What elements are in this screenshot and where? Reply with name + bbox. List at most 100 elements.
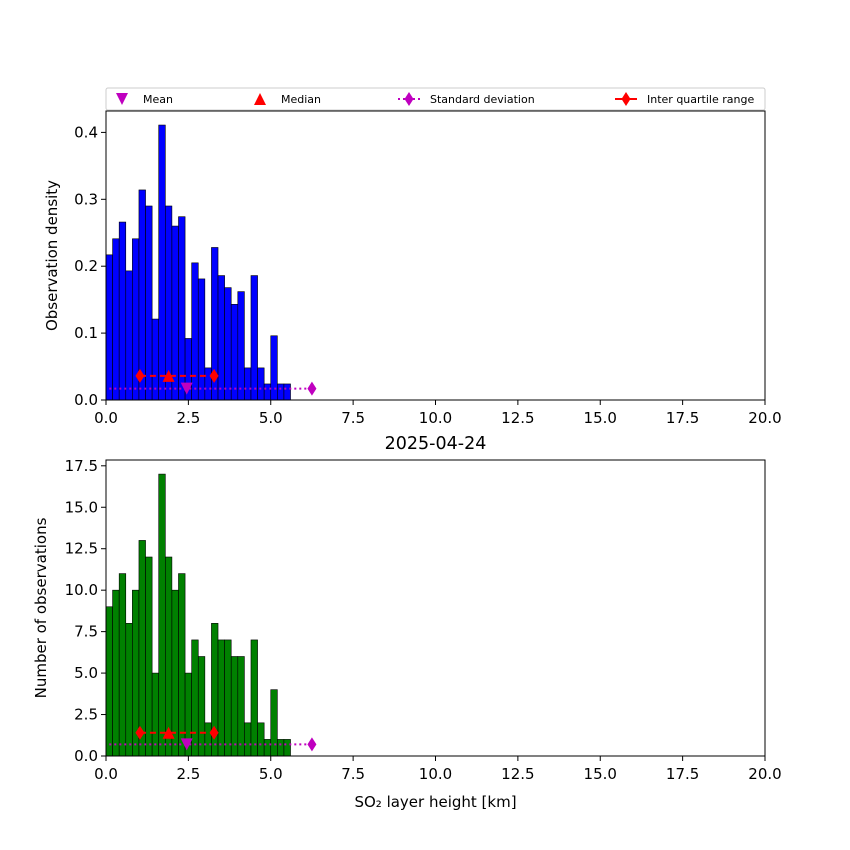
histogram-bar <box>270 335 278 401</box>
histogram-bar <box>204 367 212 401</box>
y-tick-label: 7.5 <box>74 623 98 641</box>
legend-std-label: Standard deviation <box>430 93 535 106</box>
y-axis-label: Observation density <box>43 180 61 331</box>
histogram-bar <box>224 639 232 757</box>
legend-median-icon <box>254 93 266 105</box>
histogram-bar <box>257 722 265 757</box>
x-tick-label: 17.5 <box>666 765 699 783</box>
histogram-bar <box>283 739 291 757</box>
histogram-bar <box>250 275 258 401</box>
y-tick-label: 15.0 <box>65 498 98 516</box>
legend-std-icon <box>404 92 414 106</box>
chart-title: 2025-04-24 <box>385 434 487 454</box>
chart-panel-2: 0.0 2.5 5.0 7.5 10.0 12.5 15.0 17.5 20.0 0.0 2.5 5.… <box>32 434 782 811</box>
histogram-bar <box>178 573 186 757</box>
histogram-bar <box>224 287 232 401</box>
histogram-bar <box>230 304 239 401</box>
histogram-bar <box>105 254 113 401</box>
histogram-bar <box>125 623 133 757</box>
histogram-bar <box>250 639 258 757</box>
histogram-bar <box>270 689 278 757</box>
histogram-bar <box>118 221 127 401</box>
histogram-bar <box>138 189 146 401</box>
std-marker <box>307 381 317 396</box>
x-tick-label: 12.5 <box>501 765 534 783</box>
x-tick-label: 5.0 <box>259 409 283 427</box>
y-tick-label: 17.5 <box>65 457 98 475</box>
histogram-bar <box>237 656 245 757</box>
y-tick-label: 0.1 <box>74 324 98 342</box>
histogram-bar <box>105 606 113 757</box>
median-marker <box>162 369 175 382</box>
x-tick-label: 20.0 <box>748 409 781 427</box>
histogram-bar <box>230 656 239 757</box>
legend: Mean Median Standard deviation Inter quarti… <box>105 87 766 111</box>
histogram-bar <box>197 656 206 757</box>
x-tick-label: 5.0 <box>259 765 283 783</box>
histogram-bar <box>138 540 146 757</box>
histogram-bar <box>178 216 186 401</box>
y-tick-label: 10.0 <box>65 581 98 599</box>
histogram-bar <box>197 278 206 401</box>
median-marker <box>162 726 175 739</box>
x-tick-label: 17.5 <box>666 409 699 427</box>
legend-box <box>105 87 766 111</box>
legend-mean-icon <box>116 93 128 105</box>
x-tick-label: 15.0 <box>584 409 617 427</box>
iqr-marker-left <box>135 368 145 383</box>
histogram-bar <box>257 367 265 401</box>
y-tick-label: 0.3 <box>74 190 98 208</box>
histogram-bar <box>217 275 225 401</box>
y-tick-label: 0.0 <box>74 747 98 765</box>
iqr-marker-left <box>135 725 145 740</box>
iqr-marker-right <box>209 368 219 383</box>
y-tick-label: 0.0 <box>74 391 98 409</box>
x-axis-label: SO₂ layer height [km] <box>354 793 516 811</box>
y-tick-label: 0.4 <box>74 123 98 141</box>
legend-median-label: Median <box>281 93 321 106</box>
histogram-bar <box>171 225 179 401</box>
iqr-marker-right <box>209 725 219 740</box>
x-tick-label: 15.0 <box>584 765 617 783</box>
y-axis-label: Number of observations <box>32 517 50 698</box>
x-tick-label: 7.5 <box>341 409 365 427</box>
histogram-bar <box>217 639 225 757</box>
y-tick-label: 5.0 <box>74 664 98 682</box>
histogram-bar <box>191 262 199 401</box>
x-tick-label: 2.5 <box>176 765 200 783</box>
histogram-bar <box>112 238 120 401</box>
std-marker <box>307 737 317 752</box>
histogram-bar <box>112 589 120 757</box>
histogram-bar <box>283 383 291 401</box>
histogram-bar <box>191 639 199 757</box>
y-tick-label: 2.5 <box>74 706 98 724</box>
x-tick-label: 0.0 <box>94 409 118 427</box>
mean-marker <box>180 382 193 395</box>
histogram-bar <box>277 383 285 401</box>
y-tick-label: 12.5 <box>65 540 98 558</box>
x-tick-label: 0.0 <box>94 765 118 783</box>
histogram-bar <box>158 473 166 757</box>
x-tick-label: 10.0 <box>419 765 452 783</box>
histogram-bar <box>244 722 252 757</box>
chart-panel-1: 0.0 2.5 5.0 7.5 10.0 12.5 15.0 17.5 20.0 0.0 0.1 0.… <box>43 87 782 427</box>
x-tick-label: 7.5 <box>341 765 365 783</box>
histogram-bar <box>125 270 133 401</box>
histogram-bar <box>244 367 252 401</box>
legend-mean-label: Mean <box>143 93 173 106</box>
histogram-bar <box>263 383 272 401</box>
histogram-bar <box>204 722 212 757</box>
histogram-bar <box>158 124 166 401</box>
histogram-bar <box>118 573 127 757</box>
y-tick-label: 0.2 <box>74 257 98 275</box>
histogram-bar <box>277 739 285 757</box>
histogram-bar <box>263 739 272 757</box>
mean-marker <box>180 738 193 751</box>
histogram-bar <box>145 556 153 757</box>
histogram-bar <box>171 589 179 757</box>
x-tick-label: 12.5 <box>501 409 534 427</box>
legend-iqr-label: Inter quartile range <box>647 93 754 106</box>
histogram-bar <box>165 556 173 757</box>
legend-iqr-icon <box>621 92 631 106</box>
